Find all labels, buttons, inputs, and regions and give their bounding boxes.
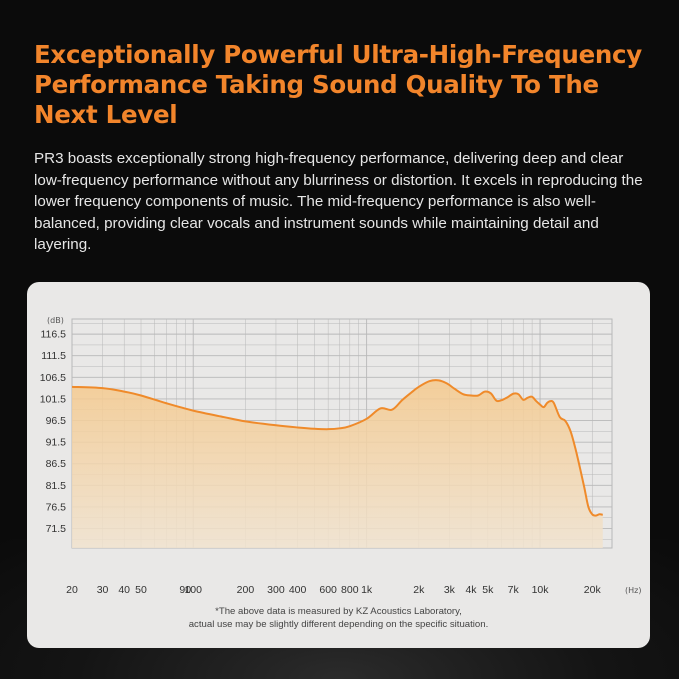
x-tick-label: 50 [135,584,147,596]
x-tick-label: 300 [267,584,285,596]
response-curve [71,379,603,517]
x-tick-label: 5k [482,584,494,596]
x-tick-label: 4k [465,584,477,596]
y-axis-ticks: 116.5 111.5 106.5 101.5 96.5 91.5 86.5 81.5 76.5… [40,329,66,535]
measurement-footnote: *The above data is measured by KZ Acoust… [27,605,650,631]
x-tick-label: 800 [341,584,359,596]
frequency-response-card: 116.5 111.5 106.5 101.5 96.5 91.5 86.5 81.5 76.5… [27,282,650,648]
x-tick-label: 3k [444,584,456,596]
y-tick-label: 71.5 [46,523,67,535]
product-description: PR3 boasts exceptionally strong high-fre… [34,150,643,253]
x-tick-label: 7k [508,584,520,596]
frequency-response-chart: 116.5 111.5 106.5 101.5 96.5 91.5 86.5 81.5 76.5… [40,316,642,596]
footnote-line-1: *The above data is measured by KZ Acoust… [215,606,462,617]
response-area-fill [72,380,603,548]
y-tick-label: 111.5 [41,350,66,362]
y-axis-unit: (dB) [47,316,64,325]
y-tick-label: 91.5 [46,437,67,449]
x-tick-label: 10k [532,584,550,596]
y-tick-label: 96.5 [46,415,67,427]
y-tick-label: 81.5 [46,480,67,492]
x-tick-label: 40 [118,584,130,596]
y-tick-label: 101.5 [40,393,66,405]
x-tick-label: 20k [584,584,602,596]
footnote-line-2: actual use may be slightly different dep… [188,619,489,630]
x-tick-label: 20 [66,584,78,596]
x-tick-label: 30 [97,584,109,596]
y-tick-label: 116.5 [41,329,67,341]
y-tick-label: 76.5 [46,501,67,513]
page-headline: Exceptionally Powerful Ultra-High-Freque… [34,40,642,129]
x-tick-label: 90 [179,584,191,596]
x-tick-label: 600 [319,584,337,596]
y-tick-label: 86.5 [46,458,67,470]
x-tick-label: 200 [237,584,255,596]
x-tick-label: 400 [289,584,307,596]
x-tick-label: 1k [361,584,373,596]
x-tick-label: 100 [184,584,202,596]
y-tick-label: 106.5 [40,372,66,384]
x-tick-label: 2k [413,584,425,596]
x-axis-unit: (Hz) [625,586,641,595]
